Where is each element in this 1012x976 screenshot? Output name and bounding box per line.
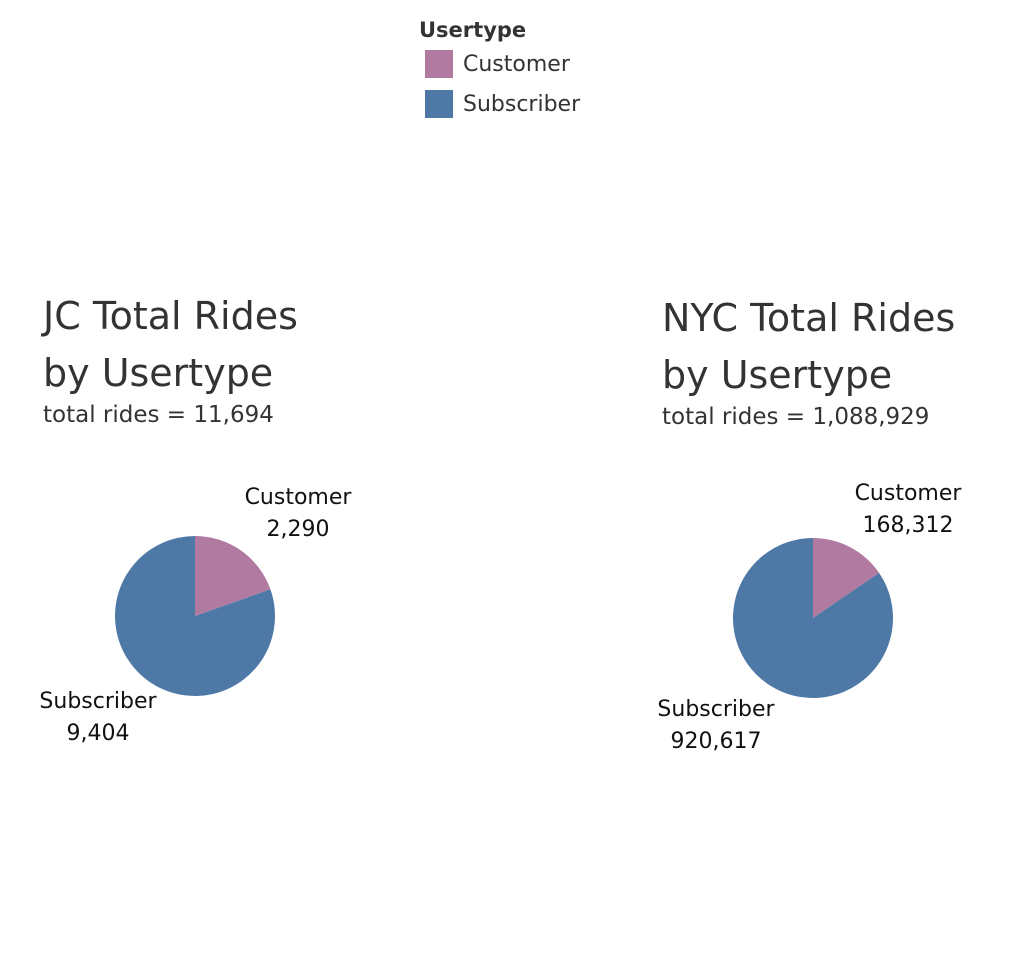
legend-swatch-subscriber xyxy=(425,90,453,118)
jc-pie-slice-customer[interactable] xyxy=(195,536,271,616)
nyc-slice-label-customer: Customer 168,312 xyxy=(855,478,962,542)
legend-swatch-customer xyxy=(425,50,453,78)
nyc-slice-label-customer-name: Customer xyxy=(854,481,962,506)
legend-item-subscriber[interactable]: Subscriber xyxy=(425,84,580,124)
jc-slice-label-subscriber: Subscriber 9,404 xyxy=(39,686,156,750)
nyc-pie-chart xyxy=(733,538,894,698)
jc-chart-title: JC Total Rides by Usertype xyxy=(43,294,298,395)
jc-slice-label-customer: Customer 2,290 xyxy=(245,482,352,546)
legend-label-customer: Customer xyxy=(463,51,570,77)
jc-slice-label-customer-name: Customer xyxy=(244,485,352,510)
nyc-slice-label-subscriber-name: Subscriber xyxy=(657,697,775,722)
nyc-chart-title: NYC Total Rides by Usertype xyxy=(662,296,956,397)
jc-chart-subtitle: total rides = 11,694 xyxy=(43,402,274,428)
legend: Usertype Customer Subscriber xyxy=(419,16,580,124)
jc-slice-label-customer-value: 2,290 xyxy=(266,517,330,542)
nyc-chart-subtitle: total rides = 1,088,929 xyxy=(662,404,930,430)
jc-slice-label-subscriber-name: Subscriber xyxy=(39,689,157,714)
jc-pie-chart xyxy=(115,536,276,696)
jc-slice-label-subscriber-value: 9,404 xyxy=(66,721,130,746)
nyc-pie-slice-subscriber[interactable] xyxy=(733,538,894,698)
legend-label-subscriber: Subscriber xyxy=(463,91,581,117)
nyc-slice-label-customer-value: 168,312 xyxy=(862,513,954,538)
nyc-pie-slice-customer[interactable] xyxy=(813,538,880,618)
nyc-slice-label-subscriber-value: 920,617 xyxy=(670,729,762,754)
nyc-slice-label-subscriber: Subscriber 920,617 xyxy=(657,694,774,758)
jc-pie-slice-subscriber[interactable] xyxy=(115,536,276,696)
legend-title: Usertype xyxy=(419,18,527,42)
legend-item-customer[interactable]: Customer xyxy=(425,44,580,84)
